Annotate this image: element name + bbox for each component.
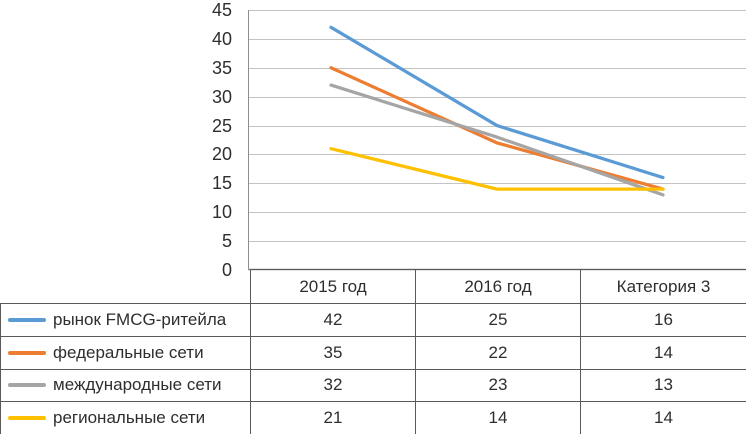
value-cell: 23 bbox=[415, 368, 581, 403]
y-axis-tick-label: 10 bbox=[211, 202, 232, 223]
value-cell: 25 bbox=[415, 303, 581, 337]
y-axis-tick-label: 35 bbox=[211, 57, 232, 78]
value-cell: 35 bbox=[250, 335, 416, 370]
table-row: международные сети 32 23 13 bbox=[0, 368, 746, 403]
value-cell: 13 bbox=[580, 368, 746, 403]
legend-item-wrap: федеральные сети bbox=[2, 342, 250, 363]
value-cell: 32 bbox=[250, 368, 416, 403]
series-line-0 bbox=[329, 25, 665, 180]
value-cell: 14 bbox=[415, 401, 581, 434]
series-line-1 bbox=[329, 66, 665, 191]
legend-item-wrap: региональные сети bbox=[2, 408, 250, 428]
legend-line-swatch-icon bbox=[8, 317, 46, 322]
data-table: 2015 год 2016 год Категория 3 рынок FMCG-ри… bbox=[0, 269, 746, 434]
y-axis-tick-label: 15 bbox=[211, 173, 232, 194]
value-cell: 16 bbox=[580, 303, 746, 337]
legend-label: рынок FMCG-ритейла bbox=[53, 309, 227, 329]
column-header-1: 2016 год bbox=[415, 269, 581, 304]
plot-area bbox=[248, 10, 746, 271]
legend-line-swatch-icon bbox=[8, 416, 46, 421]
legend-item: региональные сети bbox=[0, 401, 251, 434]
y-axis-tick-label: 0 bbox=[221, 260, 232, 280]
value-cell: 42 bbox=[250, 303, 416, 337]
table-row: федеральные сети 35 22 14 bbox=[0, 335, 746, 370]
table-header-row: 2015 год 2016 год Категория 3 bbox=[1, 269, 746, 304]
legend-item: международные сети bbox=[0, 368, 251, 403]
table-row: рынок FMCG-ритейла 42 25 16 bbox=[0, 303, 746, 337]
legend-item: рынок FMCG-ритейла bbox=[0, 303, 251, 337]
table-corner-spacer bbox=[1, 270, 251, 304]
legend-label: федеральные сети bbox=[53, 342, 204, 362]
legend-item-wrap: международные сети bbox=[2, 375, 250, 395]
y-axis-tick-label: 45 bbox=[211, 0, 232, 20]
value-cell: 14 bbox=[580, 335, 746, 370]
y-axis-tick-label: 25 bbox=[211, 115, 232, 136]
y-axis-tick-label: 20 bbox=[211, 144, 232, 165]
legend-item: федеральные сети bbox=[0, 335, 251, 370]
column-header-0: 2015 год bbox=[250, 269, 416, 304]
y-axis-tick-label: 5 bbox=[221, 231, 232, 252]
legend-item-wrap: рынок FMCG-ритейла bbox=[2, 309, 250, 330]
legend-label: региональные сети bbox=[53, 408, 206, 428]
y-axis: 45 40 35 30 25 20 15 10 5 0 bbox=[0, 0, 234, 280]
legend-line-swatch-icon bbox=[8, 350, 46, 355]
value-cell: 21 bbox=[250, 401, 416, 434]
data-table-body: 2015 год 2016 год Категория 3 рынок FMCG-ри… bbox=[0, 269, 746, 434]
value-cell: 14 bbox=[580, 401, 746, 434]
series-line-2 bbox=[329, 83, 665, 197]
y-axis-tick-label: 40 bbox=[211, 28, 232, 49]
legend-label: международные сети bbox=[53, 375, 222, 395]
legend-line-swatch-icon bbox=[8, 383, 46, 388]
column-header-2: Категория 3 bbox=[580, 269, 746, 304]
y-axis-tick-label: 30 bbox=[211, 86, 232, 107]
series-line-3 bbox=[329, 147, 665, 191]
table-row: региональные сети 21 14 14 bbox=[0, 401, 746, 434]
value-cell: 22 bbox=[415, 335, 581, 370]
